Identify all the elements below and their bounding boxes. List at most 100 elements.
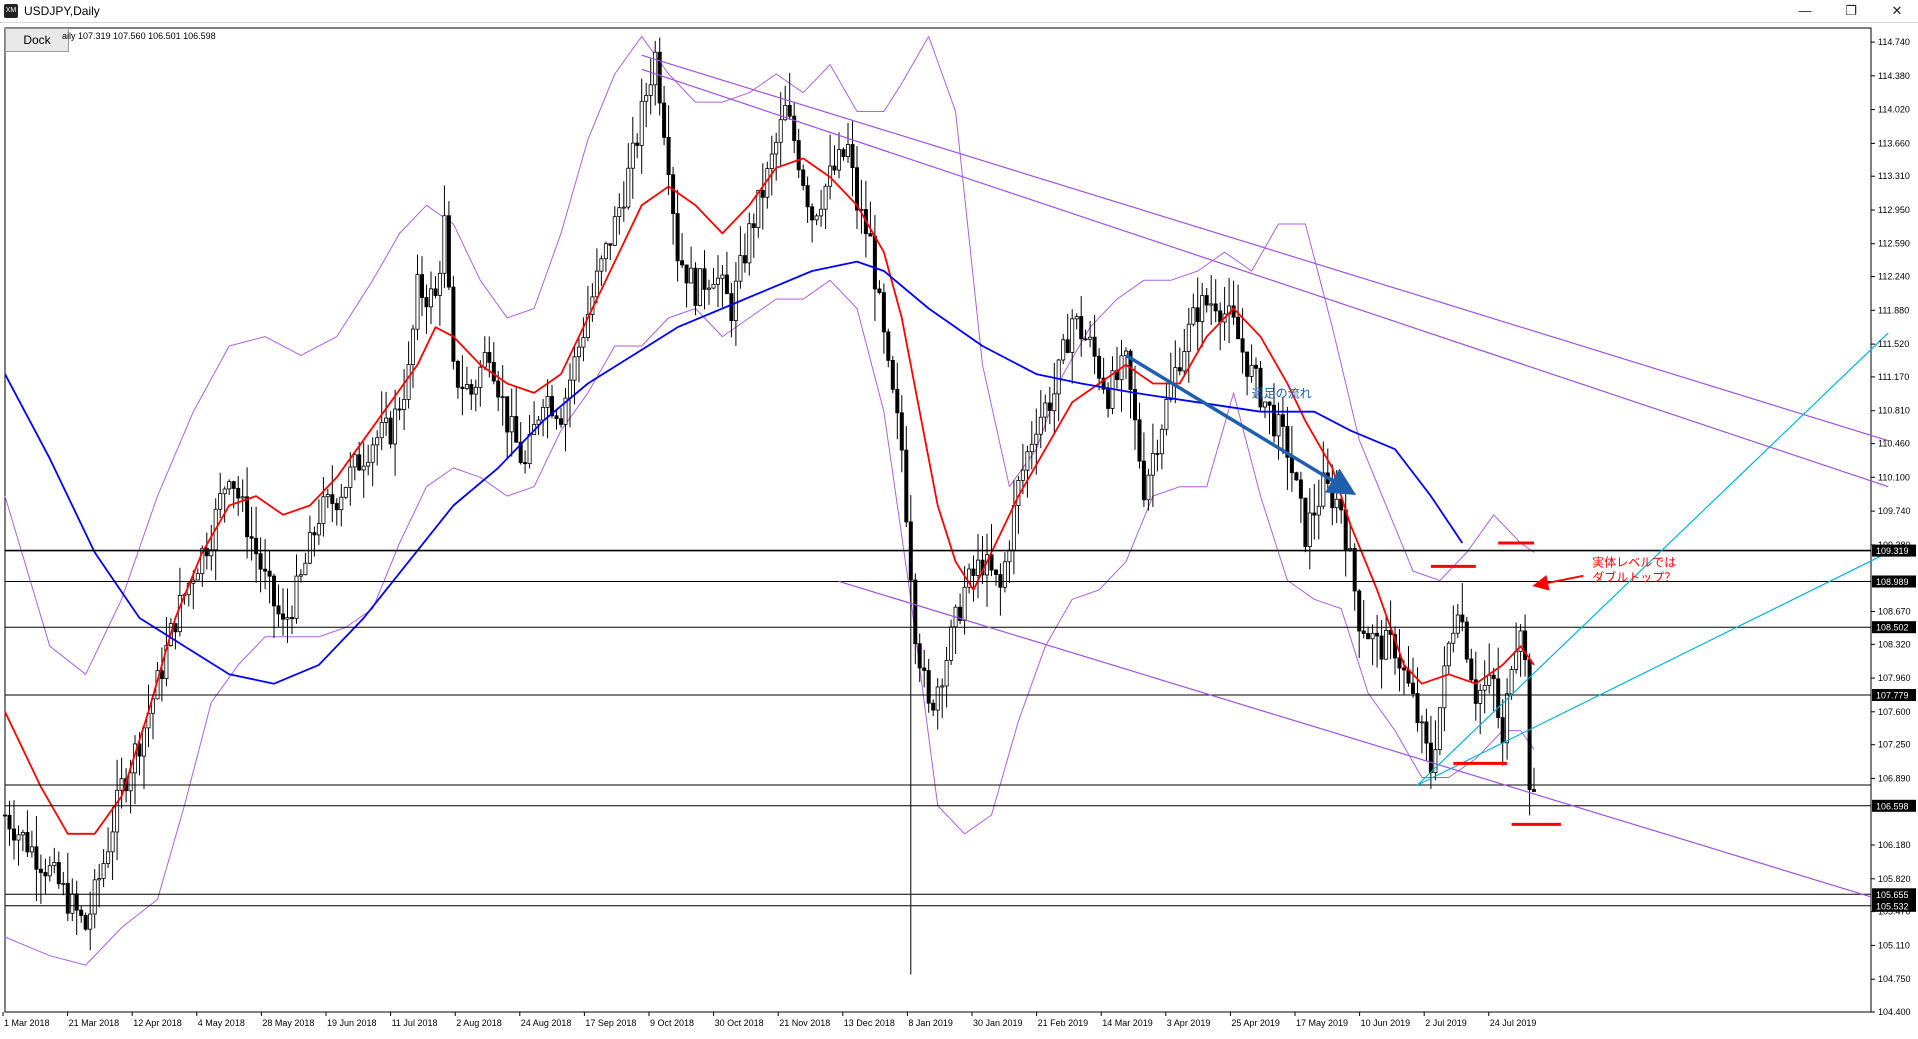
y-tick-label: 111.880	[1878, 305, 1909, 315]
channel-line	[838, 580, 1889, 903]
x-tick-label: 2 Aug 2018	[456, 1018, 502, 1028]
trend-line-cyan	[1417, 551, 1889, 786]
candle-body	[478, 366, 483, 388]
dock-button[interactable]: Dock	[5, 28, 69, 52]
candle-body	[38, 868, 43, 873]
candle-body	[240, 496, 245, 499]
candle-body	[1231, 305, 1236, 318]
candle-body	[998, 574, 1003, 588]
candle-body	[617, 207, 622, 217]
minimize-button[interactable]: —	[1798, 3, 1812, 18]
candle-body	[1002, 561, 1007, 588]
candle-body	[778, 119, 783, 143]
candle-body	[568, 379, 573, 399]
candle-body	[962, 586, 967, 621]
candle-body	[11, 828, 16, 841]
candle-body	[1487, 674, 1492, 686]
candle-body	[872, 235, 877, 290]
candle-body	[379, 421, 384, 439]
candle-body	[1411, 682, 1416, 694]
candle-body	[1280, 414, 1285, 427]
candle-body	[285, 617, 290, 620]
candle-body	[1263, 401, 1268, 408]
candle-body	[110, 831, 115, 853]
x-tick-label: 30 Jan 2019	[973, 1018, 1023, 1028]
candle-body	[514, 416, 519, 443]
restore-button[interactable]: ❐	[1845, 3, 1857, 18]
candle-body	[1159, 428, 1164, 455]
candle-body	[451, 286, 456, 362]
candle-body	[1209, 303, 1214, 306]
candle-body	[428, 288, 433, 308]
y-tick-label: 113.660	[1878, 138, 1910, 148]
candle-body	[415, 274, 420, 330]
candle-body	[1496, 678, 1501, 718]
price-level-label: 105.532	[1876, 901, 1909, 911]
candle-body	[594, 270, 599, 298]
candle-body	[267, 570, 272, 577]
x-tick-label: 10 Jun 2019	[1361, 1018, 1411, 1028]
candle-body	[1025, 451, 1030, 471]
y-tick-label: 111.520	[1878, 339, 1909, 349]
candle-body	[541, 406, 546, 421]
candle-body	[693, 267, 698, 306]
x-tick-label: 9 Oct 2018	[650, 1018, 694, 1028]
candle-body	[1191, 307, 1196, 325]
annotation-arrow	[1532, 574, 1584, 591]
candle-body	[944, 659, 949, 687]
candle-body	[572, 356, 577, 381]
candle-body	[1007, 549, 1012, 563]
candle-body	[958, 606, 963, 621]
candle-body	[388, 417, 393, 445]
candle-body	[276, 605, 281, 615]
y-tick-label: 113.310	[1878, 171, 1910, 181]
candle-body	[756, 190, 761, 228]
candle-body	[1168, 383, 1173, 400]
y-tick-label: 107.250	[1878, 740, 1911, 750]
candle-body	[518, 441, 523, 463]
candle-body	[406, 364, 411, 400]
candle-body	[523, 462, 528, 465]
x-tick-label: 24 Jul 2019	[1490, 1018, 1537, 1028]
candle-body	[1083, 338, 1088, 341]
candle-body	[877, 288, 882, 293]
candle-body	[1307, 512, 1312, 547]
close-button[interactable]: ✕	[1891, 3, 1903, 18]
candle-body	[1074, 316, 1079, 320]
candle-body	[823, 185, 828, 210]
candle-body	[1379, 635, 1384, 660]
candle-body	[1056, 359, 1061, 395]
candle-body	[1258, 367, 1263, 408]
candle-body	[662, 102, 667, 138]
candle-body	[47, 865, 52, 877]
candle-body	[1514, 651, 1519, 670]
weekly-trend-arrow	[1125, 353, 1357, 496]
candle-body	[1357, 590, 1362, 632]
price-level-label: 107.779	[1876, 691, 1909, 701]
candle-body	[258, 553, 263, 570]
candle-body	[1419, 721, 1424, 724]
price-level-label: 108.989	[1876, 577, 1909, 587]
candle-body	[83, 915, 88, 930]
channel-line	[641, 68, 1889, 488]
candle-body	[294, 575, 299, 619]
candle-body	[455, 360, 460, 388]
window-titlebar: XM USDJPY,Daily — ❐ ✕	[0, 0, 1918, 23]
candle-body	[164, 645, 169, 679]
channel-line	[641, 54, 1889, 442]
candle-body	[698, 268, 703, 306]
candle-body	[581, 337, 586, 348]
candle-body	[1442, 665, 1447, 709]
candle-body	[913, 579, 918, 645]
candle-body	[92, 879, 97, 915]
candle-body	[1402, 667, 1407, 671]
candle-body	[751, 223, 756, 228]
candle-body	[56, 862, 61, 885]
y-tick-label: 108.670	[1878, 607, 1911, 617]
candle-body	[1141, 460, 1146, 501]
candle-body	[101, 863, 106, 879]
annotation-text: ダブルトップ？	[1592, 569, 1676, 584]
candle-body	[684, 264, 689, 284]
candle-body	[680, 260, 685, 266]
